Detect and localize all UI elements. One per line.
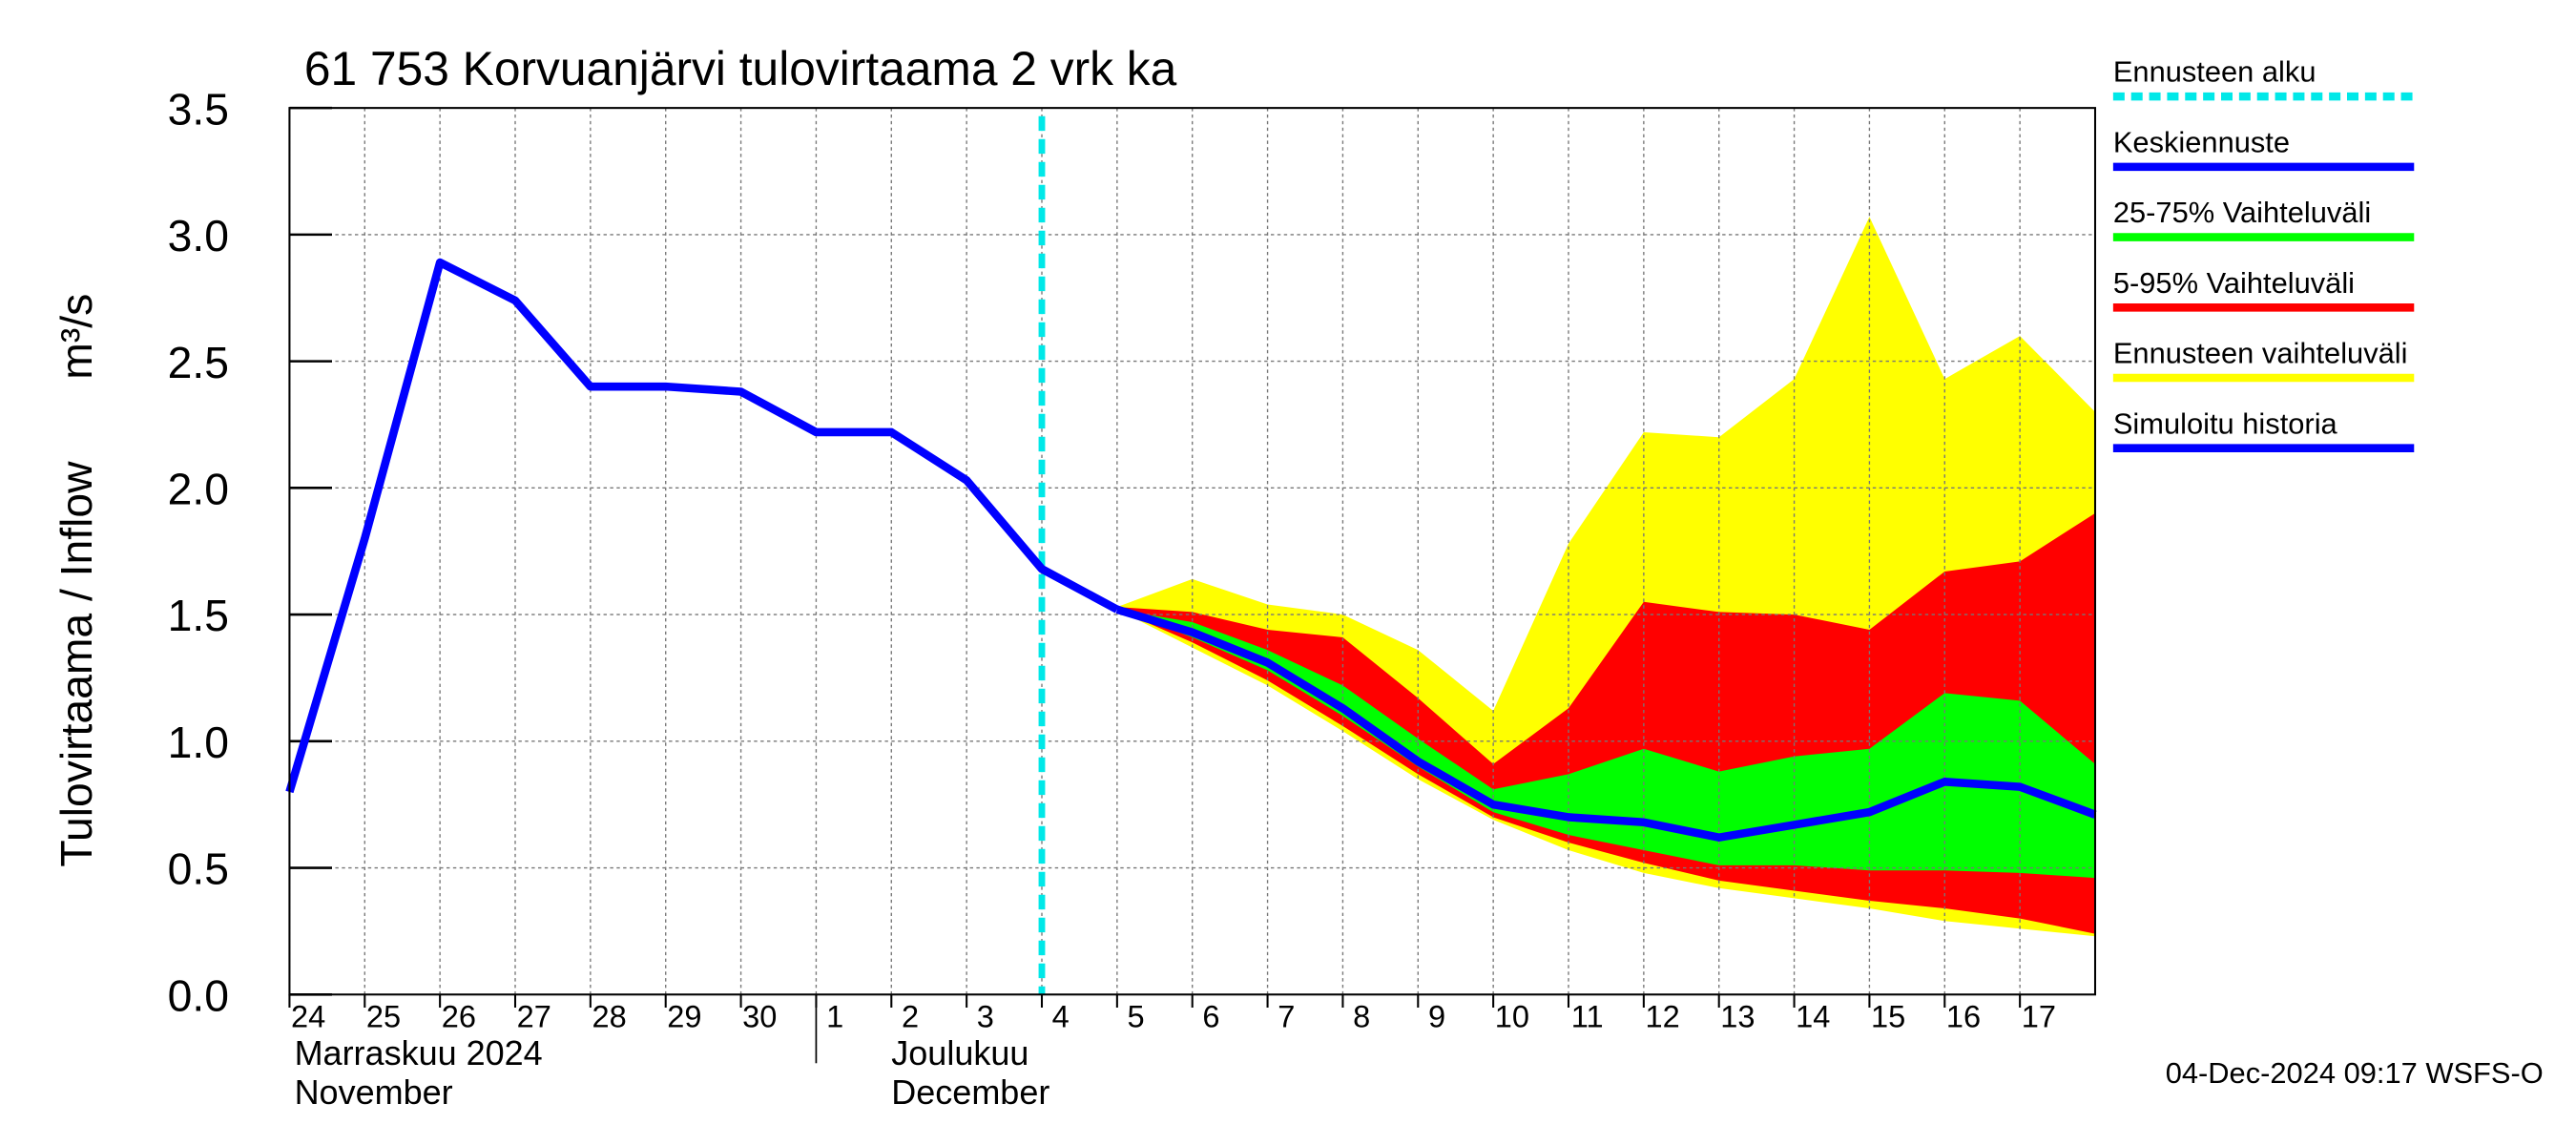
- x-tick-label: 27: [517, 1000, 551, 1034]
- legend-label: Keskiennuste: [2113, 125, 2290, 158]
- x-tick-label: 28: [592, 1000, 626, 1034]
- y-tick-label: 3.0: [168, 211, 229, 260]
- y-tick-label: 3.5: [168, 84, 229, 134]
- x-tick-label: 17: [2022, 1000, 2056, 1034]
- y-axis-unit: m³/s: [52, 294, 101, 380]
- y-tick-label: 1.0: [168, 718, 229, 767]
- y-axis-label: Tulovirtaama / Inflow: [52, 461, 101, 867]
- y-tick-label: 0.0: [168, 970, 229, 1020]
- legend-label: 5-95% Vaihteluväli: [2113, 266, 2355, 300]
- x-tick-label: 12: [1645, 1000, 1679, 1034]
- x-tick-label: 15: [1871, 1000, 1905, 1034]
- line: [285, 258, 1119, 794]
- legend-label: Ennusteen vaihteluväli: [2113, 337, 2408, 370]
- legend-label: Ennusteen alku: [2113, 55, 2316, 89]
- month-label: Joulukuu: [891, 1033, 1028, 1072]
- y-tick-label: 1.5: [168, 591, 229, 640]
- x-tick-label: 2: [902, 1000, 919, 1034]
- x-tick-label: 7: [1278, 1000, 1295, 1034]
- x-tick-label: 10: [1495, 1000, 1529, 1034]
- y-tick-label: 2.5: [168, 338, 229, 387]
- chart-title: 61 753 Korvuanjärvi tulovirtaama 2 vrk k…: [304, 42, 1177, 95]
- plot-frame: [288, 107, 2097, 996]
- legend-label: 25-75% Vaihteluväli: [2113, 196, 2371, 229]
- y-tick-label: 0.5: [168, 844, 229, 894]
- y-tick-label: 2.0: [168, 464, 229, 513]
- month-label: Marraskuu 2024: [295, 1033, 543, 1072]
- x-tick-label: 24: [291, 1000, 325, 1034]
- x-tick-label: 14: [1796, 1000, 1830, 1034]
- x-tick-label: 9: [1428, 1000, 1445, 1034]
- x-tick-label: 26: [442, 1000, 476, 1034]
- x-tick-label: 25: [366, 1000, 401, 1034]
- month-label: November: [295, 1072, 453, 1112]
- line: [1115, 605, 2097, 842]
- band: [1116, 609, 2095, 879]
- x-tick-label: 4: [1052, 1000, 1070, 1034]
- x-tick-label: 13: [1720, 1000, 1755, 1034]
- timestamp: 04-Dec-2024 09:17 WSFS-O: [2166, 1056, 2544, 1090]
- month-label: December: [891, 1072, 1049, 1112]
- x-tick-label: 30: [742, 1000, 777, 1034]
- x-tick-label: 1: [826, 1000, 843, 1034]
- x-tick-label: 8: [1353, 1000, 1370, 1034]
- x-tick-label: 6: [1202, 1000, 1219, 1034]
- x-tick-label: 3: [977, 1000, 994, 1034]
- x-tick-label: 29: [667, 1000, 701, 1034]
- x-tick-label: 11: [1571, 1000, 1604, 1034]
- x-tick-label: 16: [1946, 1000, 1981, 1034]
- x-tick-label: 5: [1128, 1000, 1145, 1034]
- legend-label: Simuloitu historia: [2113, 406, 2338, 440]
